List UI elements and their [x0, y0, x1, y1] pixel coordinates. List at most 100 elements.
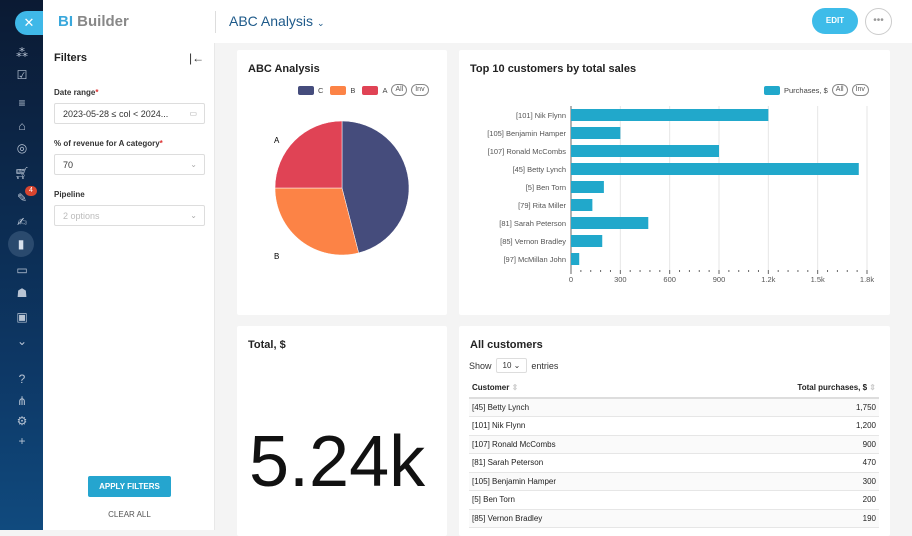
card-title: All customers	[470, 339, 543, 351]
more-options-button[interactable]: •••	[865, 8, 892, 35]
divider	[215, 11, 216, 33]
graph-icon[interactable]: ⁂	[16, 46, 28, 60]
chevron-down-icon: ⌄	[316, 18, 325, 28]
total-cell: 470	[680, 453, 879, 473]
bar[interactable]	[571, 199, 593, 211]
clear-all-button[interactable]: CLEAR ALL	[108, 510, 151, 519]
legend-swatch-b[interactable]	[330, 85, 347, 95]
filter-icon[interactable]: ≡	[18, 96, 26, 110]
checkbox-icon[interactable]: ☑	[16, 68, 28, 82]
y-tick-label: [5] Ben Torn	[526, 183, 566, 192]
gear-icon[interactable]: ⚙	[16, 414, 28, 428]
y-tick-label: [45] Betty Lynch	[512, 165, 566, 174]
notification-badge: 4	[25, 186, 37, 196]
target-icon[interactable]: ◎	[16, 141, 28, 155]
y-tick-label: [97] McMillan John	[503, 255, 566, 264]
column-header-customer[interactable]: Customer ⇕	[469, 378, 681, 399]
customer-cell: [85] Vernon Bradley	[469, 509, 681, 528]
legend-invert-button[interactable]: Inv	[851, 84, 869, 96]
x-tick-label: 1.5k	[811, 275, 825, 284]
bar[interactable]	[571, 235, 603, 247]
apply-filters-button[interactable]: APPLY FILTERS	[88, 476, 171, 497]
legend-label[interactable]: B	[350, 85, 356, 95]
hierarchy-icon[interactable]: ⋔	[16, 394, 28, 408]
legend-label[interactable]: C	[318, 85, 324, 95]
bar[interactable]	[571, 217, 649, 229]
pct-revenue-label: % of revenue for A category*	[54, 139, 163, 148]
bar[interactable]	[571, 253, 580, 265]
total-cell: 190	[680, 509, 879, 528]
bank-icon[interactable]: ⌂	[18, 119, 26, 133]
column-header-total[interactable]: Total purchases, $ ⇕	[680, 378, 879, 399]
plus-icon[interactable]: +	[18, 434, 26, 448]
customer-cell: [101] Nik Flynn	[469, 416, 681, 436]
customer-cell: [5] Ben Torn	[469, 490, 681, 510]
calendar-icon: ▭	[189, 109, 197, 118]
table-row[interactable]: [81] Sarah Peterson 470	[469, 453, 879, 473]
x-tick-label: 300	[614, 275, 627, 284]
signature-icon[interactable]: ✍︎	[16, 215, 28, 229]
pie-label-b: B	[274, 252, 279, 261]
y-tick-label: [81] Sarah Peterson	[499, 219, 566, 228]
pie-chart: A B	[274, 120, 410, 261]
pie-slice-a[interactable]	[274, 120, 343, 189]
y-tick-label: [101] Nik Flynn	[516, 111, 566, 120]
contact-card-icon[interactable]: ▭	[16, 263, 28, 277]
pct-revenue-select[interactable]: 70 ⌄	[54, 154, 205, 175]
table-row[interactable]: [107] Ronald McCombs 900	[469, 435, 879, 454]
pie-slice-b[interactable]	[274, 187, 359, 256]
filters-title: Filters	[54, 52, 88, 64]
legend-invert-button[interactable]: Inv	[411, 84, 429, 96]
top-customers-card: Top 10 customers by total sales Purchase…	[459, 50, 890, 315]
total-cell: 1,200	[680, 416, 879, 436]
card-title: Top 10 customers by total sales	[470, 63, 637, 75]
date-range-label: Date range*	[54, 88, 99, 97]
chart-icon[interactable]: ▮	[8, 231, 34, 257]
chevron-down-circle-icon[interactable]: ⌄	[16, 334, 28, 348]
robot-icon[interactable]: ☗	[16, 286, 28, 300]
bar[interactable]	[571, 145, 719, 157]
legend-swatch-a[interactable]	[362, 85, 379, 95]
filters-panel: Filters |← Date range* 2023-05-28 ≤ col …	[43, 43, 215, 530]
x-tick-label: 1.8k	[860, 275, 874, 284]
tasks-icon[interactable]: ✎	[16, 191, 28, 205]
legend-all-button[interactable]: All	[831, 84, 848, 96]
table-row[interactable]: [45] Betty Lynch 1,750	[469, 398, 879, 417]
page-size-select[interactable]: 10 ⌄	[495, 358, 528, 373]
edit-button[interactable]: EDIT	[812, 8, 858, 34]
customer-cell: [105] Benjamin Hamper	[469, 472, 681, 491]
legend-swatch-c[interactable]	[298, 85, 314, 95]
table-row[interactable]: [85] Vernon Bradley 190	[469, 509, 879, 528]
table-row[interactable]: [101] Nik Flynn 1,200	[469, 416, 879, 436]
legend-label[interactable]: A	[382, 85, 388, 95]
total-cell: 1,750	[680, 398, 879, 417]
close-icon[interactable]: ✕	[15, 11, 43, 35]
pipeline-select[interactable]: 2 options ⌄	[54, 205, 205, 226]
legend-label[interactable]: Purchases, $	[784, 85, 828, 95]
page-size-control: Show 10 ⌄ entries	[469, 358, 558, 373]
bar[interactable]	[571, 127, 621, 139]
bar[interactable]	[571, 163, 859, 175]
dashboard-selector[interactable]: ABC Analysis ⌄	[229, 13, 325, 29]
chevron-down-icon: ⌄	[190, 160, 197, 169]
date-range-input[interactable]: 2023-05-28 ≤ col < 2024... ▭	[54, 103, 205, 124]
y-tick-label: [79] Rita Miller	[518, 201, 566, 210]
total-cell: 200	[680, 490, 879, 510]
x-tick-label: 1.2k	[761, 275, 775, 284]
cart-icon[interactable]: 🛒︎	[14, 166, 30, 180]
total-card: Total, $ 5.24k	[237, 326, 447, 536]
help-icon[interactable]: ?	[18, 372, 26, 386]
box-icon[interactable]: ▣	[16, 310, 28, 324]
legend-swatch[interactable]	[764, 85, 780, 95]
collapse-panel-icon[interactable]: |←	[189, 51, 205, 65]
y-tick-label: [107] Ronald McCombs	[488, 147, 567, 156]
pie-slice-c[interactable]	[341, 120, 410, 254]
pie-legend: C B A All Inv	[298, 84, 429, 96]
table-row[interactable]: [105] Benjamin Hamper 300	[469, 472, 879, 491]
table-row[interactable]: [5] Ben Torn 200	[469, 490, 879, 510]
bar[interactable]	[571, 181, 604, 193]
legend-all-button[interactable]: All	[391, 84, 408, 96]
bar[interactable]	[571, 109, 769, 121]
pie-label-a: A	[274, 136, 280, 145]
customer-cell: [81] Sarah Peterson	[469, 453, 681, 473]
